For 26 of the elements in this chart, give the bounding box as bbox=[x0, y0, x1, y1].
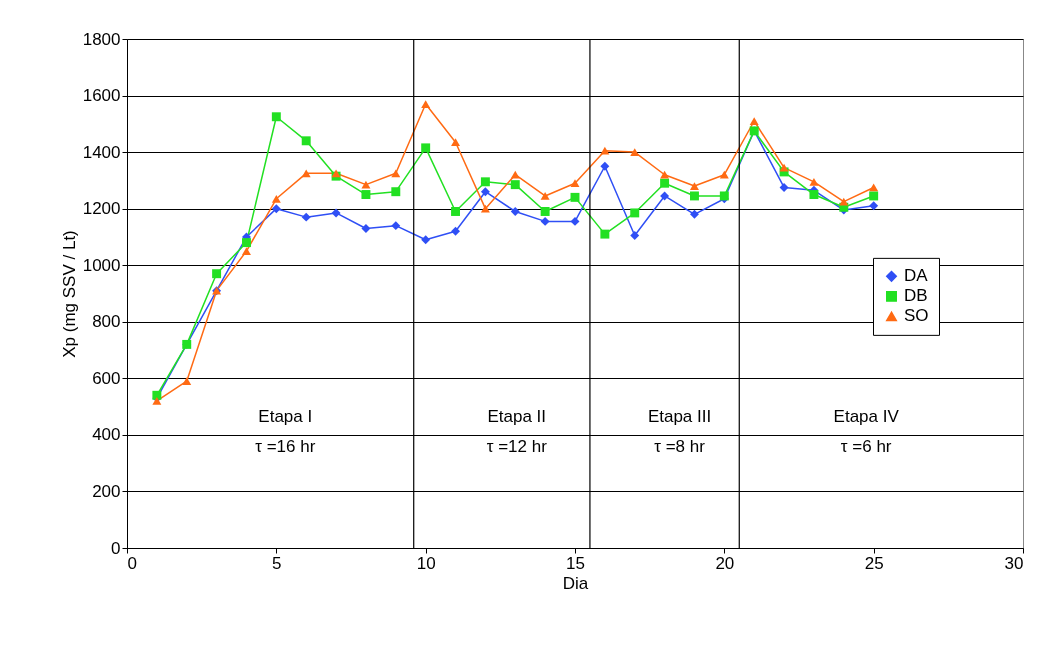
x-tick-label: 0 bbox=[127, 553, 137, 573]
x-tick-label: 10 bbox=[416, 553, 436, 573]
y-tick-label: 0 bbox=[111, 538, 121, 558]
legend-label: DB bbox=[904, 286, 928, 306]
x-tick-label: 15 bbox=[566, 553, 585, 573]
annotation: Etapa III τ =8 hr bbox=[647, 407, 712, 456]
x-tick-label: 20 bbox=[715, 553, 735, 573]
y-tick-label: 1600 bbox=[82, 86, 121, 106]
y-tick-label: 1800 bbox=[82, 29, 121, 49]
annotation: Etapa II τ =12 hr bbox=[486, 407, 548, 456]
x-axis-title: Dia bbox=[562, 573, 589, 593]
y-tick-label: 800 bbox=[92, 312, 121, 332]
x-tick-label: 25 bbox=[864, 553, 884, 573]
x-tick-label: 30 bbox=[1004, 553, 1024, 573]
annotation: Etapa IV τ =6 hr bbox=[833, 407, 900, 456]
y-tick-label: 1400 bbox=[82, 142, 121, 162]
legend-label: DA bbox=[904, 266, 929, 286]
y-tick-label: 200 bbox=[92, 481, 121, 501]
y-tick-label: 1000 bbox=[82, 255, 121, 275]
y-tick-label: 600 bbox=[92, 368, 121, 388]
legend-label: SO bbox=[904, 306, 929, 326]
y-tick-label: 400 bbox=[92, 425, 121, 445]
y-tick-label: 1200 bbox=[82, 199, 121, 219]
x-tick-label: 5 bbox=[272, 553, 282, 573]
y-axis-title: Xp (mg SSV / Lt) bbox=[59, 230, 79, 358]
annotation: Etapa I τ =16 hr bbox=[255, 407, 316, 456]
